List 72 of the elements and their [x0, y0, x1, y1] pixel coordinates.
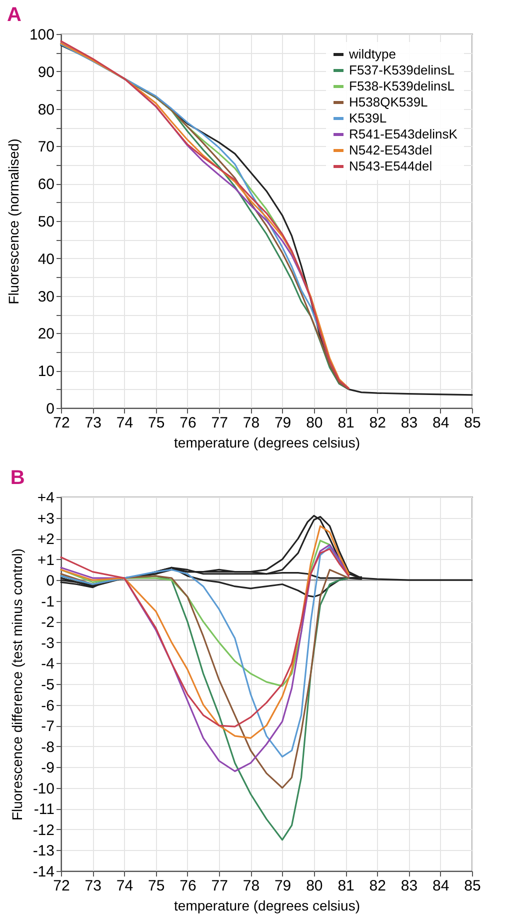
- y-tick-label: -3: [41, 634, 54, 652]
- x-axis-title: temperature (degrees celsius): [174, 434, 360, 450]
- y-axis-title: Fluorescence (normalised): [5, 138, 22, 304]
- y-tick-label: 20: [38, 326, 54, 343]
- x-tick-label: 75: [148, 414, 165, 432]
- x-tick-label: 78: [242, 878, 260, 894]
- y-tick-label: -10: [32, 780, 54, 798]
- y-tick-label: 0: [46, 572, 54, 590]
- x-tick-label: 77: [211, 878, 228, 894]
- y-tick-label: 90: [38, 64, 54, 81]
- x-tick-label: 84: [432, 878, 450, 894]
- y-tick-label: -1: [41, 593, 54, 610]
- y-tick-label: +3: [37, 510, 54, 528]
- x-tick-label: 83: [400, 878, 418, 894]
- x-tick-label: 75: [148, 878, 165, 894]
- x-tick-label: 84: [432, 414, 450, 432]
- x-tick-label: 85: [464, 414, 481, 432]
- y-tick-label: 10: [38, 363, 54, 380]
- x-tick-label: 76: [180, 414, 196, 432]
- y-tick-label: -8: [41, 738, 54, 756]
- legend-label: N543-E544del: [349, 158, 432, 174]
- x-tick-label: 77: [211, 414, 228, 432]
- legend-label: F538-K539delinsL: [349, 78, 455, 94]
- y-tick-label: -14: [32, 864, 54, 880]
- x-axis-title: temperature (degrees celsius): [174, 898, 360, 914]
- x-tick-label: 73: [84, 414, 102, 432]
- x-tick-label: 82: [369, 414, 386, 432]
- y-tick-label: -13: [32, 842, 54, 860]
- x-tick-label: 74: [116, 414, 134, 432]
- x-tick-label: 72: [53, 878, 70, 894]
- y-tick-label: -4: [41, 656, 54, 673]
- x-tick-label: 82: [369, 878, 386, 894]
- y-tick-label: 70: [38, 138, 54, 156]
- y-tick-label: -2: [41, 614, 54, 632]
- y-axis-title: Fluorescence difference (test minus control): [8, 548, 25, 821]
- x-tick-label: 80: [306, 414, 323, 432]
- y-tick-label: -5: [41, 676, 54, 694]
- legend-label: F537-K539delinsL: [349, 62, 455, 78]
- x-tick-label: 72: [53, 414, 70, 432]
- chart-title: A: [6, 4, 22, 26]
- y-tick-label: -12: [32, 822, 54, 839]
- y-tick-label: -9: [41, 760, 54, 777]
- legend-label: R541-E543delinsK: [349, 126, 458, 142]
- y-tick-label: -11: [34, 801, 54, 818]
- y-tick-label: -6: [41, 697, 54, 714]
- y-tick-label: 50: [38, 214, 54, 230]
- y-tick-label: 60: [38, 176, 54, 194]
- x-tick-label: 85: [464, 878, 481, 894]
- y-tick-label: 30: [38, 288, 54, 306]
- x-tick-label: 83: [400, 414, 418, 432]
- legend-label: H538QK539L: [349, 94, 428, 110]
- x-tick-label: 80: [306, 878, 323, 894]
- x-tick-label: 76: [180, 878, 196, 894]
- y-tick-label: 80: [38, 101, 54, 118]
- x-tick-label: 79: [274, 878, 292, 894]
- y-tick-label: +1: [37, 552, 54, 569]
- x-tick-label: 73: [84, 878, 102, 894]
- x-tick-label: 79: [274, 414, 292, 432]
- x-tick-label: 81: [338, 878, 354, 894]
- y-tick-label: 0: [46, 400, 54, 418]
- x-tick-label: 74: [116, 878, 134, 894]
- y-tick-label: +4: [37, 490, 54, 506]
- chart-title: B: [10, 467, 25, 489]
- y-tick-label: 40: [38, 250, 54, 268]
- y-tick-label: +2: [37, 531, 54, 548]
- legend-label: wildtype: [348, 46, 396, 62]
- x-tick-label: 78: [242, 414, 260, 432]
- legend-label: K539L: [349, 110, 387, 126]
- y-tick-label: -7: [41, 718, 54, 736]
- legend-label: N542-E543del: [349, 142, 432, 158]
- y-tick-label: 100: [29, 26, 54, 44]
- x-tick-label: 81: [338, 414, 354, 432]
